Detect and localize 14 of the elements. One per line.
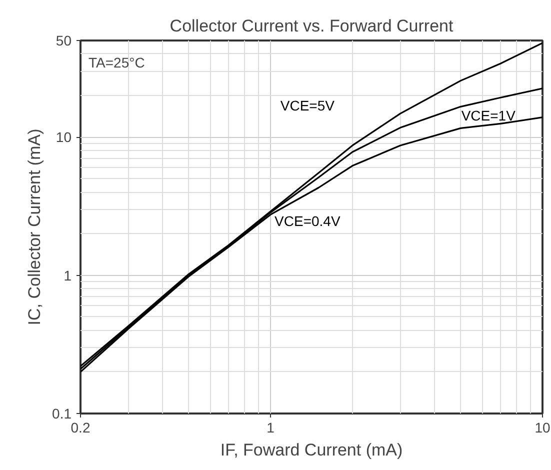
- x-axis-title: IF, Foward Current (mA): [220, 440, 403, 460]
- y-tick-label: 50: [56, 32, 72, 48]
- chart-title: Collector Current vs. Forward Current: [170, 16, 454, 36]
- y-axis-title: IC, Collector Current (mA): [25, 128, 44, 326]
- y-tick-label: 1: [64, 267, 72, 284]
- series-label: VCE=1V: [461, 108, 516, 124]
- text: VCE=5V: [280, 97, 336, 114]
- y-tick-label: 0.1: [52, 406, 72, 422]
- x-tick-label: 0.2: [70, 420, 90, 436]
- y-tick-label: 10: [56, 129, 72, 146]
- annotation: TA=25°C: [88, 54, 145, 70]
- x-tick-label: 10: [534, 420, 550, 436]
- series-label: VCE=0.4V: [274, 212, 341, 229]
- x-tick-label: 1: [266, 420, 275, 436]
